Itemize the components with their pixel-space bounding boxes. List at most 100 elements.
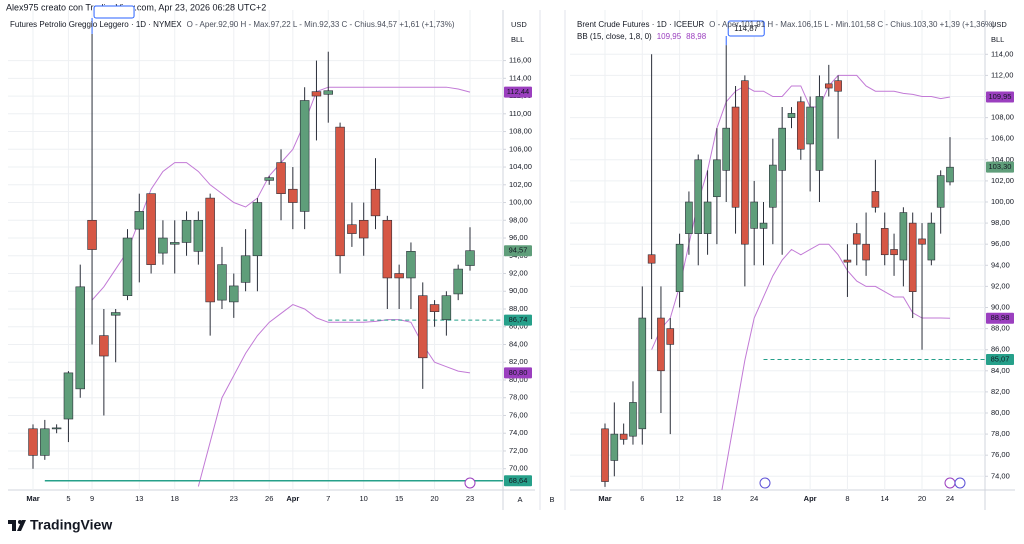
candle-body — [815, 96, 824, 171]
candle-body — [370, 188, 381, 217]
x-tick-label: 18 — [713, 494, 721, 503]
overlay: 70,00 72,00 74,00 76,00 78,00 80,00 82,00 84,00… — [26, 5, 1014, 503]
candle-body — [252, 202, 263, 257]
candle-body — [908, 222, 917, 292]
candle-body — [75, 286, 85, 390]
x-tick-label: 23 — [466, 494, 474, 503]
candle-body — [441, 295, 452, 320]
price-tag — [986, 354, 1014, 366]
event-icon[interactable] — [759, 477, 771, 489]
x-tick-label: 24 — [750, 494, 758, 503]
candle-body — [134, 211, 145, 230]
y-tick-label: 90,00 — [991, 302, 1010, 311]
y-tick-label: 78,00 — [991, 429, 1010, 438]
ohlc: O - Aper.92,90 H - Max.97,22 L - Min.92,… — [187, 20, 455, 29]
price-tag — [504, 245, 532, 257]
x-tick-label: 14 — [881, 494, 889, 503]
ohlc: O - Aper.101,91 H - Max.106,15 L - Min.1… — [709, 20, 995, 29]
chart-title: Futures Petrolio Greggio Leggero · 1D · … — [10, 20, 182, 29]
price-tag — [504, 475, 532, 487]
candle-body — [862, 243, 870, 261]
x-tick-label: Apr — [804, 494, 817, 503]
candle-body — [834, 80, 842, 92]
y-tick-label: 70,00 — [509, 464, 528, 473]
event-icon[interactable] — [954, 477, 966, 489]
band-line — [721, 243, 951, 490]
x-tick-label: 15 — [395, 494, 403, 503]
candle-body — [453, 268, 463, 295]
candle-body — [759, 222, 768, 229]
candle-body — [927, 222, 936, 261]
candle-body — [824, 83, 833, 89]
logo: TradingView — [8, 517, 112, 533]
currency: USD — [511, 20, 527, 29]
price-tag-label: 103,30 — [989, 162, 1012, 171]
candle-body — [806, 106, 814, 145]
price-tag-label: 112,44 — [507, 87, 529, 96]
y-tick-label: 114,00 — [991, 49, 1013, 58]
candle-body — [51, 427, 62, 430]
candle-body — [946, 166, 954, 183]
candle-body — [703, 201, 712, 234]
candle-body — [722, 127, 731, 171]
y-tick-label: 82,00 — [991, 387, 1010, 396]
y-tick-label: 88,00 — [509, 304, 528, 313]
candle-body — [87, 219, 97, 250]
event-icon[interactable] — [944, 477, 956, 489]
candle-body — [288, 188, 298, 203]
candle-body — [217, 264, 227, 301]
candle-body — [731, 106, 740, 208]
y-tick-label: 102,00 — [991, 176, 1014, 185]
scale-button[interactable]: A — [517, 495, 522, 504]
x-tick-label: 10 — [360, 494, 368, 503]
pane — [8, 10, 503, 490]
x-tick-label: 5 — [66, 494, 70, 503]
candle-body — [750, 201, 758, 229]
candle-body — [205, 197, 215, 303]
y-tick-label: 88,00 — [991, 324, 1010, 333]
x-tick-label: 20 — [918, 494, 926, 503]
candle-body — [629, 402, 637, 437]
unit: BLL — [991, 35, 1004, 44]
y-tick-label: 86,00 — [991, 345, 1010, 354]
candle-body — [382, 219, 393, 279]
legend: Futures Petrolio Greggio Leggero · 1D · … — [10, 20, 455, 29]
logo-dot — [18, 520, 22, 524]
candle-body — [601, 428, 609, 482]
y-tick-label: 106,00 — [991, 134, 1014, 143]
x-tick-label: 23 — [230, 494, 238, 503]
candle-body — [713, 159, 721, 198]
x-tick-label: Mar — [598, 494, 611, 503]
y-tick-label: 84,00 — [991, 366, 1010, 375]
pane — [570, 10, 985, 490]
candle-body — [158, 237, 168, 254]
annotation-box — [93, 5, 135, 19]
candle-body — [63, 372, 74, 420]
x-tick-label: 20 — [430, 494, 438, 503]
candle-body — [335, 126, 345, 257]
candle-body — [465, 250, 475, 266]
price-tag-label: 80,80 — [509, 368, 528, 377]
event-icon[interactable] — [464, 477, 476, 489]
candle-body — [358, 219, 369, 239]
candle-body — [638, 317, 647, 430]
y-tick-label: 76,00 — [991, 450, 1010, 459]
candle-body — [299, 100, 310, 212]
logo-text: TradingView — [30, 517, 112, 533]
y-tick-label: 92,00 — [991, 281, 1010, 290]
candle-body — [769, 164, 777, 208]
y-tick-label: 72,00 — [509, 446, 528, 455]
y-tick-label: 98,00 — [991, 218, 1010, 227]
candle-body — [146, 193, 156, 265]
scale-button[interactable]: B — [549, 495, 554, 504]
x-tick-label: 9 — [90, 494, 94, 503]
indicator-name: BB (15, close, 1,8, 0) — [577, 32, 652, 41]
candle-body — [394, 273, 404, 279]
price-tag-label: 68,64 — [509, 476, 528, 485]
y-tick-label: 106,00 — [509, 144, 532, 153]
x-tick-label: 8 — [845, 494, 849, 503]
y-tick-label: 76,00 — [509, 410, 528, 419]
y-tick-label: 102,00 — [509, 180, 532, 189]
candle-body — [918, 238, 926, 245]
candle-body — [675, 243, 684, 292]
